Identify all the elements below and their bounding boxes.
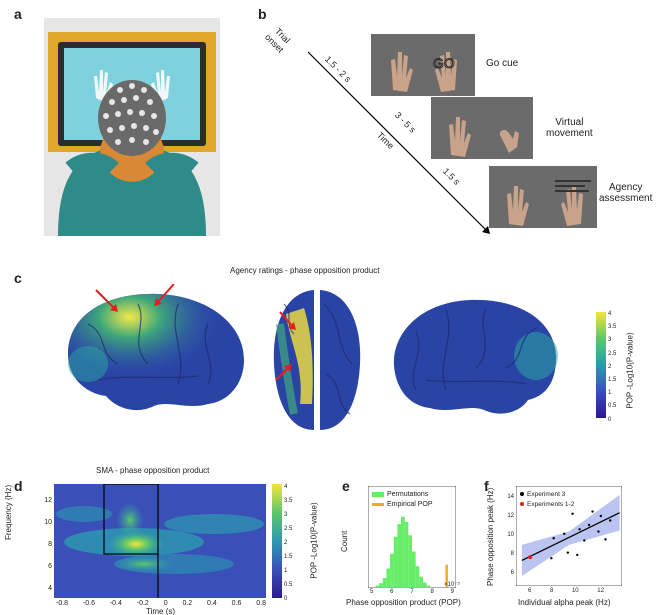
experiments-1-2-point — [528, 555, 533, 560]
panel-c-colorbar-label: POP -Log10(P-value) — [625, 332, 635, 409]
legend-experiments-1-2: Experiments 1-2 — [520, 500, 574, 510]
panel-e-letter: e — [342, 478, 350, 494]
panel-d-title: SMA - phase opposition product — [96, 466, 210, 475]
panel-f-legend: Experiment 3 Experiments 1-2 — [520, 490, 574, 510]
experiment-3-point — [609, 519, 612, 522]
stage-virtual-movement-label: Virtual movement — [546, 117, 593, 139]
go-cue-image: GO — [371, 34, 475, 96]
panel-e-legend: Permutations Empirical POP — [372, 490, 433, 510]
panel-e-ylabel: Count — [340, 530, 349, 552]
brain-right-lateral — [393, 299, 558, 414]
panel-f-xlabel: Individual alpha peak (Hz) — [518, 598, 611, 607]
experiment-3-point — [583, 539, 586, 542]
panel-d-heatmap — [54, 484, 266, 598]
panel-a-letter: a — [14, 6, 22, 22]
permutation-bar — [386, 568, 391, 587]
permutation-bar — [393, 536, 398, 587]
virtual-movement-image — [431, 97, 533, 159]
legend-empirical: Empirical POP — [372, 500, 433, 510]
panel-d-colorbar-label: POP -Log10(P-value) — [309, 502, 319, 579]
experiment-3-point — [576, 553, 579, 557]
panel-f-yticks: 14 12 10 8 6 — [507, 494, 514, 576]
panel-d-letter: d — [14, 478, 23, 494]
agency-assessment-image — [489, 166, 597, 228]
panel-e-xlabel: Phase opposition product (POP) — [346, 598, 461, 607]
permutation-bar — [382, 578, 387, 587]
permutation-bar — [379, 583, 383, 587]
panel-f-scatter — [516, 486, 622, 586]
experiment-3-point — [578, 528, 581, 531]
legend-experiment-3: Experiment 3 — [520, 490, 574, 500]
permutation-bar — [408, 535, 412, 587]
empirical-pop-bar — [445, 564, 448, 587]
panel-f-xticks: 6 8 10 12 — [528, 588, 604, 594]
experiment-3-point — [550, 557, 553, 560]
panel-e-xticks: 5 6 7 8 9 — [370, 589, 454, 595]
permutation-bar — [412, 551, 416, 587]
panel-d-xticks: -0.8 -0.6 -0.4 -0.2 0 0.2 0.4 0.6 0.8 — [56, 600, 266, 607]
go-text: GO — [433, 55, 455, 71]
permutation-bar — [426, 585, 431, 587]
panel-c-colorbar — [596, 312, 606, 418]
regression-line — [521, 512, 620, 561]
permutation-bar — [390, 553, 394, 587]
permutation-bar — [375, 585, 380, 587]
stage-agency-assessment-label: Agency assessment — [599, 182, 653, 204]
permutation-bar — [404, 521, 409, 587]
panel-d-ylabel: Frequency (Hz) — [4, 484, 13, 540]
panel-f-letter: f — [484, 478, 489, 494]
permutation-bar — [422, 582, 427, 587]
panel-c-title: Agency ratings - phase opposition produc… — [230, 266, 380, 275]
permutation-bar — [415, 566, 420, 587]
panel-e-exponent: ×10⁻⁵ — [444, 582, 460, 588]
panel-a-illustration — [44, 18, 220, 236]
experiment-3-point — [587, 523, 591, 527]
experiment-3-point — [599, 514, 602, 518]
panel-d-xlabel: Time (s) — [146, 607, 176, 615]
panel-f-ylabel: Phase opposition peak (Hz) — [486, 487, 495, 586]
legend-permutations: Permutations — [372, 490, 433, 500]
panel-b-letter: b — [258, 6, 267, 22]
panel-d-yticks: 12 10 8 6 4 — [44, 497, 52, 592]
experiment-3-point — [563, 532, 566, 535]
panel-e-histogram — [368, 486, 456, 588]
brain-left-lateral — [68, 284, 244, 411]
panel-b-timeline — [307, 51, 490, 234]
experiment-3-point — [591, 510, 594, 513]
experiment-3-point — [604, 538, 607, 541]
experiment-3-point — [566, 551, 570, 554]
panel-d-colorbar — [272, 484, 282, 598]
permutation-bar — [401, 516, 405, 587]
panel-c-colorbar-ticks: 4 3.5 3 2.5 2 1.5 1 0.5 0 — [608, 311, 617, 423]
panel-d-colorbar-ticks: 4 3.5 3 2.5 2 1.5 1 0.5 0 — [284, 484, 293, 602]
confidence-band — [521, 494, 620, 576]
brain-dorsal — [273, 290, 361, 430]
stage-go-cue-label: Go cue — [486, 58, 519, 69]
permutation-bar — [419, 576, 423, 587]
panel-c-letter: c — [14, 270, 22, 286]
experiment-3-point — [552, 537, 555, 540]
experiment-3-point — [571, 512, 574, 515]
permutation-bar — [397, 524, 402, 587]
experiment-3-point — [597, 530, 600, 533]
